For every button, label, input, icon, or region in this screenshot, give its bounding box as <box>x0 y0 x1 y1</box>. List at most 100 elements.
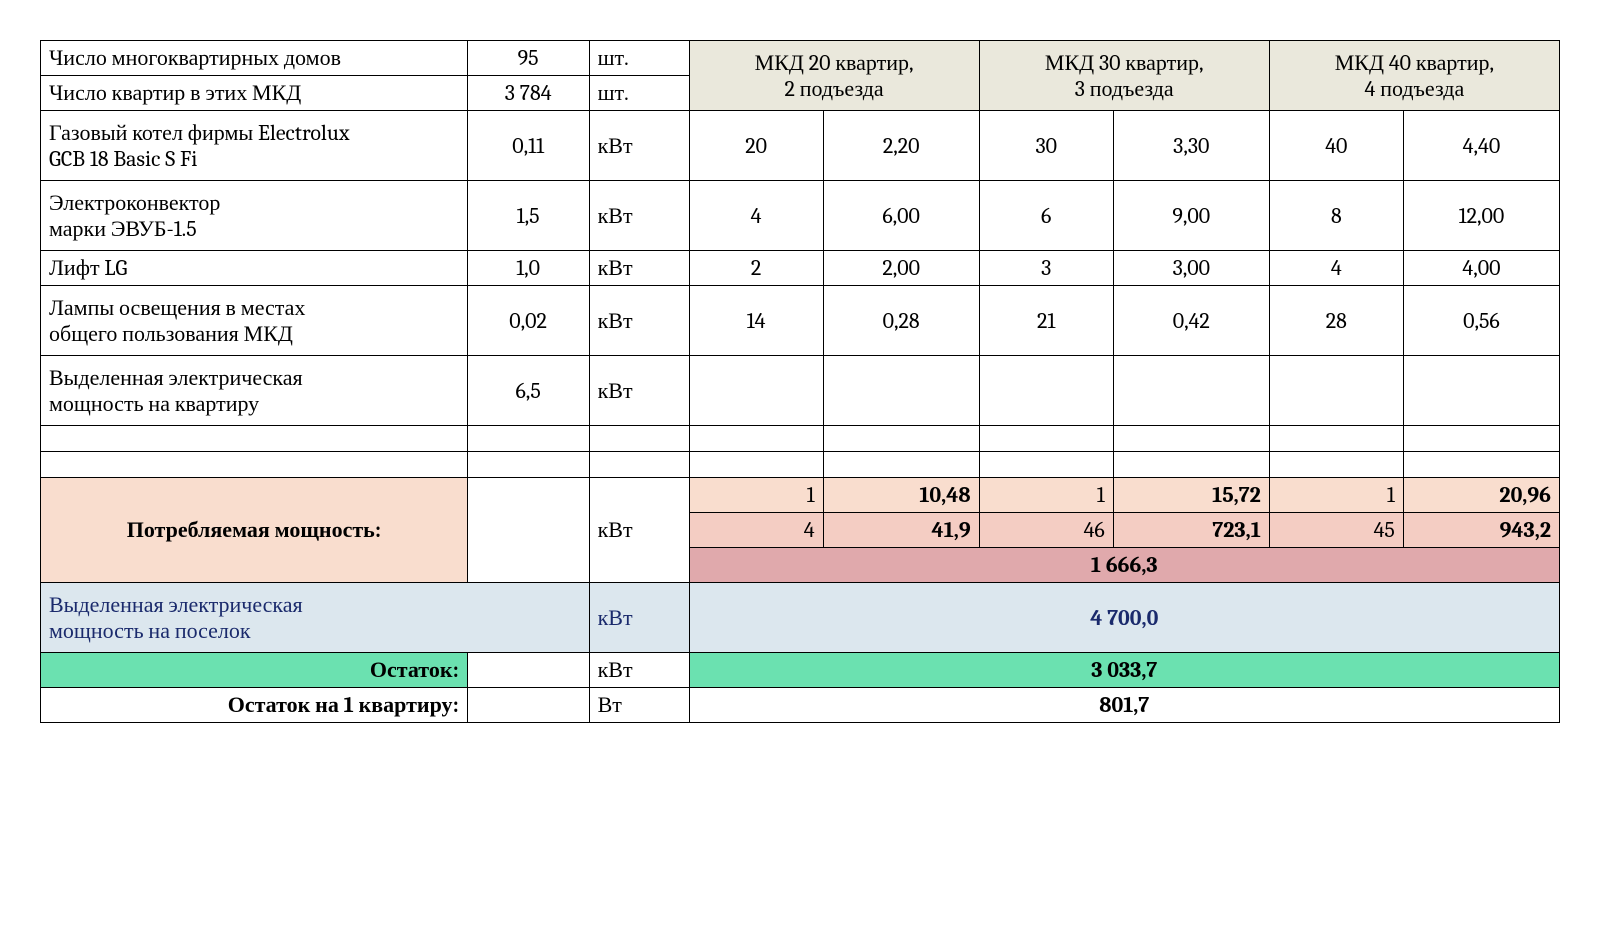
label-line2: мощность на поселок <box>49 618 251 644</box>
cell: 0,42 <box>1113 286 1269 356</box>
allocated-value: 4 700,0 <box>689 583 1559 653</box>
cell <box>1113 356 1269 426</box>
cell: 30 <box>979 111 1113 181</box>
unit-cell: шт. <box>589 76 689 111</box>
cell: 723,1 <box>1113 513 1269 548</box>
label-line1: Электроконвектор <box>49 190 220 216</box>
cell: 943,2 <box>1403 513 1559 548</box>
cell: 4 <box>689 513 823 548</box>
label-line2: GCB 18 Basic S Fi <box>49 146 197 172</box>
label-line2: марки ЭВУБ-1.5 <box>49 216 197 242</box>
cell: 3,30 <box>1113 111 1269 181</box>
table-row: Число многоквартирных домов 95 шт. МКД 2… <box>41 41 1560 76</box>
cell: 0,28 <box>823 286 979 356</box>
cell: 2,00 <box>823 251 979 286</box>
cell: 20,96 <box>1403 478 1559 513</box>
consumed-row-1: Потребляемая мощность: кВт 1 10,48 1 15,… <box>41 478 1560 513</box>
remainder-label: Остаток: <box>41 653 468 688</box>
consumed-label: Потребляемая мощность: <box>41 478 468 583</box>
unit-cell: шт. <box>589 41 689 76</box>
group-header-line1: МКД 30 квартир, <box>1045 50 1204 76</box>
label-cell: Лампы освещения в местах общего пользова… <box>41 286 468 356</box>
group-header-line2: 3 подъезда <box>1075 76 1174 102</box>
value-cell: 1,0 <box>467 251 589 286</box>
cell: 1 <box>1269 478 1403 513</box>
cell: 12,00 <box>1403 181 1559 251</box>
unit-cell: кВт <box>589 478 689 583</box>
cell: 40 <box>1269 111 1403 181</box>
value-cell <box>467 688 589 723</box>
value-cell: 3 784 <box>467 76 589 111</box>
cell <box>1403 356 1559 426</box>
table-row: Выделенная электрическая мощность на ква… <box>41 356 1560 426</box>
group-header-line2: 2 подъезда <box>784 76 883 102</box>
value-cell: 0,11 <box>467 111 589 181</box>
cell: 0,56 <box>1403 286 1559 356</box>
unit-cell: кВт <box>589 356 689 426</box>
cell: 3,00 <box>1113 251 1269 286</box>
label-line1: Выделенная электрическая <box>49 365 303 391</box>
remainder-value: 3 033,7 <box>689 653 1559 688</box>
cell: 46 <box>979 513 1113 548</box>
value-cell: 95 <box>467 41 589 76</box>
unit-cell: Вт <box>589 688 689 723</box>
cell: 1 <box>979 478 1113 513</box>
empty-row <box>41 426 1560 452</box>
allocated-row: Выделенная электрическая мощность на пос… <box>41 583 1560 653</box>
label-line1: Лампы освещения в местах <box>49 295 305 321</box>
cell: 45 <box>1269 513 1403 548</box>
table-row: Лампы освещения в местах общего пользова… <box>41 286 1560 356</box>
cell: 15,72 <box>1113 478 1269 513</box>
table-row: Электроконвектор марки ЭВУБ-1.5 1,5 кВт … <box>41 181 1560 251</box>
label-cell: Число многоквартирных домов <box>41 41 468 76</box>
label-cell: Газовый котел фирмы Electrolux GCB 18 Ba… <box>41 111 468 181</box>
cell: 10,48 <box>823 478 979 513</box>
cell: 21 <box>979 286 1113 356</box>
unit-cell: кВт <box>589 251 689 286</box>
cell <box>979 356 1113 426</box>
group-header-line2: 4 подъезда <box>1365 76 1465 102</box>
cell: 14 <box>689 286 823 356</box>
cell: 2,20 <box>823 111 979 181</box>
cell: 9,00 <box>1113 181 1269 251</box>
group-header-2: МКД 30 квартир, 3 подъезда <box>979 41 1269 111</box>
cell: 4,40 <box>1403 111 1559 181</box>
remainder-per-flat-row: Остаток на 1 квартиру: Вт 801,7 <box>41 688 1560 723</box>
unit-cell: кВт <box>589 111 689 181</box>
cell: 3 <box>979 251 1113 286</box>
consumed-total: 1 666,3 <box>689 548 1559 583</box>
unit-cell: кВт <box>589 653 689 688</box>
group-header-line1: МКД 20 квартир, <box>755 50 914 76</box>
label-line1: Газовый котел фирмы Electrolux <box>49 120 350 146</box>
cell: 20 <box>689 111 823 181</box>
value-cell: 0,02 <box>467 286 589 356</box>
cell: 8 <box>1269 181 1403 251</box>
empty-row <box>41 452 1560 478</box>
remainder-per-flat-value: 801,7 <box>689 688 1559 723</box>
value-cell <box>467 653 589 688</box>
cell: 28 <box>1269 286 1403 356</box>
cell: 4,00 <box>1403 251 1559 286</box>
unit-cell: кВт <box>589 286 689 356</box>
cell <box>1269 356 1403 426</box>
cell <box>689 356 823 426</box>
value-cell: 1,5 <box>467 181 589 251</box>
table-row: Лифт LG 1,0 кВт 2 2,00 3 3,00 4 4,00 <box>41 251 1560 286</box>
label-cell: Лифт LG <box>41 251 468 286</box>
remainder-per-flat-label: Остаток на 1 квартиру: <box>41 688 468 723</box>
allocated-label: Выделенная электрическая мощность на пос… <box>41 583 590 653</box>
remainder-row: Остаток: кВт 3 033,7 <box>41 653 1560 688</box>
table-row: Газовый котел фирмы Electrolux GCB 18 Ba… <box>41 111 1560 181</box>
cell: 2 <box>689 251 823 286</box>
cell: 4 <box>1269 251 1403 286</box>
power-table: Число многоквартирных домов 95 шт. МКД 2… <box>40 40 1560 723</box>
label-line2: общего пользования МКД <box>49 321 293 347</box>
value-cell: 6,5 <box>467 356 589 426</box>
label-cell: Число квартир в этих МКД <box>41 76 468 111</box>
value-cell <box>467 478 589 583</box>
label-line2: мощность на квартиру <box>49 391 259 417</box>
cell <box>823 356 979 426</box>
label-cell: Выделенная электрическая мощность на ква… <box>41 356 468 426</box>
group-header-line1: МКД 40 квартир, <box>1335 50 1494 76</box>
label-cell: Электроконвектор марки ЭВУБ-1.5 <box>41 181 468 251</box>
